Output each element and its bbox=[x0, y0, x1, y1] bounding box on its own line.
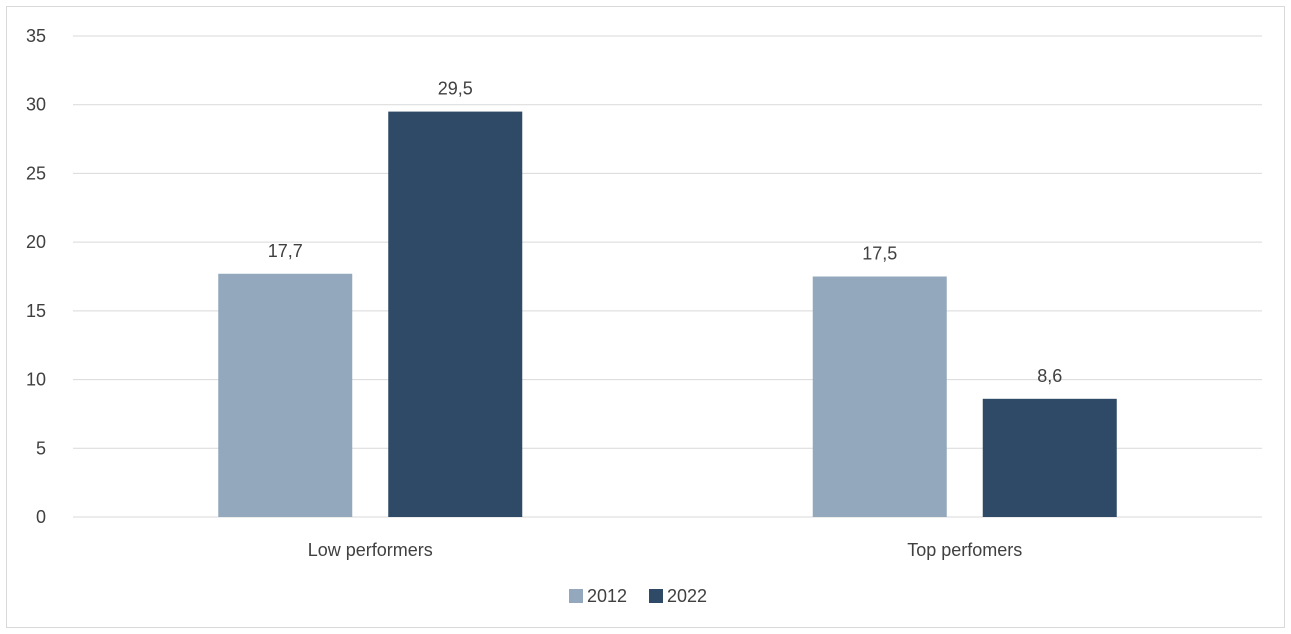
y-tick-label: 15 bbox=[26, 301, 46, 321]
bar-2012-1 bbox=[812, 276, 947, 517]
bar-2022-1 bbox=[982, 398, 1117, 517]
category-label: Top perfomers bbox=[907, 540, 1022, 560]
y-axis-ticks: 0 5 10 15 20 25 30 35 bbox=[26, 26, 46, 527]
y-tick-label: 20 bbox=[26, 232, 46, 252]
data-label: 17,7 bbox=[268, 241, 303, 261]
bar-2022-0 bbox=[388, 111, 523, 517]
bar-2012-0 bbox=[218, 273, 353, 517]
y-tick-label: 30 bbox=[26, 95, 46, 115]
legend-label: 2012 bbox=[587, 586, 627, 606]
x-axis-categories: Low performers Top perfomers bbox=[308, 540, 1023, 560]
legend-label: 2022 bbox=[667, 586, 707, 606]
y-tick-label: 5 bbox=[36, 438, 46, 458]
legend-swatch bbox=[569, 589, 583, 603]
category-label: Low performers bbox=[308, 540, 433, 560]
y-tick-label: 35 bbox=[26, 26, 46, 46]
data-labels: 17,7 29,5 17,5 8,6 bbox=[268, 79, 1063, 386]
bars bbox=[218, 111, 1117, 517]
data-label: 29,5 bbox=[438, 79, 473, 99]
data-label: 8,6 bbox=[1037, 366, 1062, 386]
legend-swatch bbox=[649, 589, 663, 603]
data-label: 17,5 bbox=[862, 244, 897, 264]
y-tick-label: 25 bbox=[26, 163, 46, 183]
y-tick-label: 0 bbox=[36, 507, 46, 527]
legend: 2012 2022 bbox=[569, 586, 707, 606]
y-tick-label: 10 bbox=[26, 370, 46, 390]
